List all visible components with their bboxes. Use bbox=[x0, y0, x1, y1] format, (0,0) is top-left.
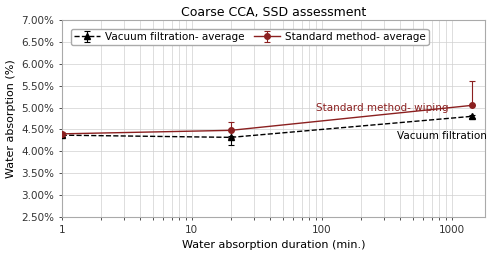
Text: Vacuum filtration: Vacuum filtration bbox=[397, 131, 487, 141]
X-axis label: Water absorption duration (min.): Water absorption duration (min.) bbox=[182, 240, 365, 250]
Title: Coarse CCA, SSD assessment: Coarse CCA, SSD assessment bbox=[180, 6, 366, 18]
Text: Standard method- wiping: Standard method- wiping bbox=[316, 103, 448, 113]
Legend: Vacuum filtration- average, Standard method- average: Vacuum filtration- average, Standard met… bbox=[71, 29, 428, 45]
Y-axis label: Water absorption (%): Water absorption (%) bbox=[6, 59, 16, 178]
